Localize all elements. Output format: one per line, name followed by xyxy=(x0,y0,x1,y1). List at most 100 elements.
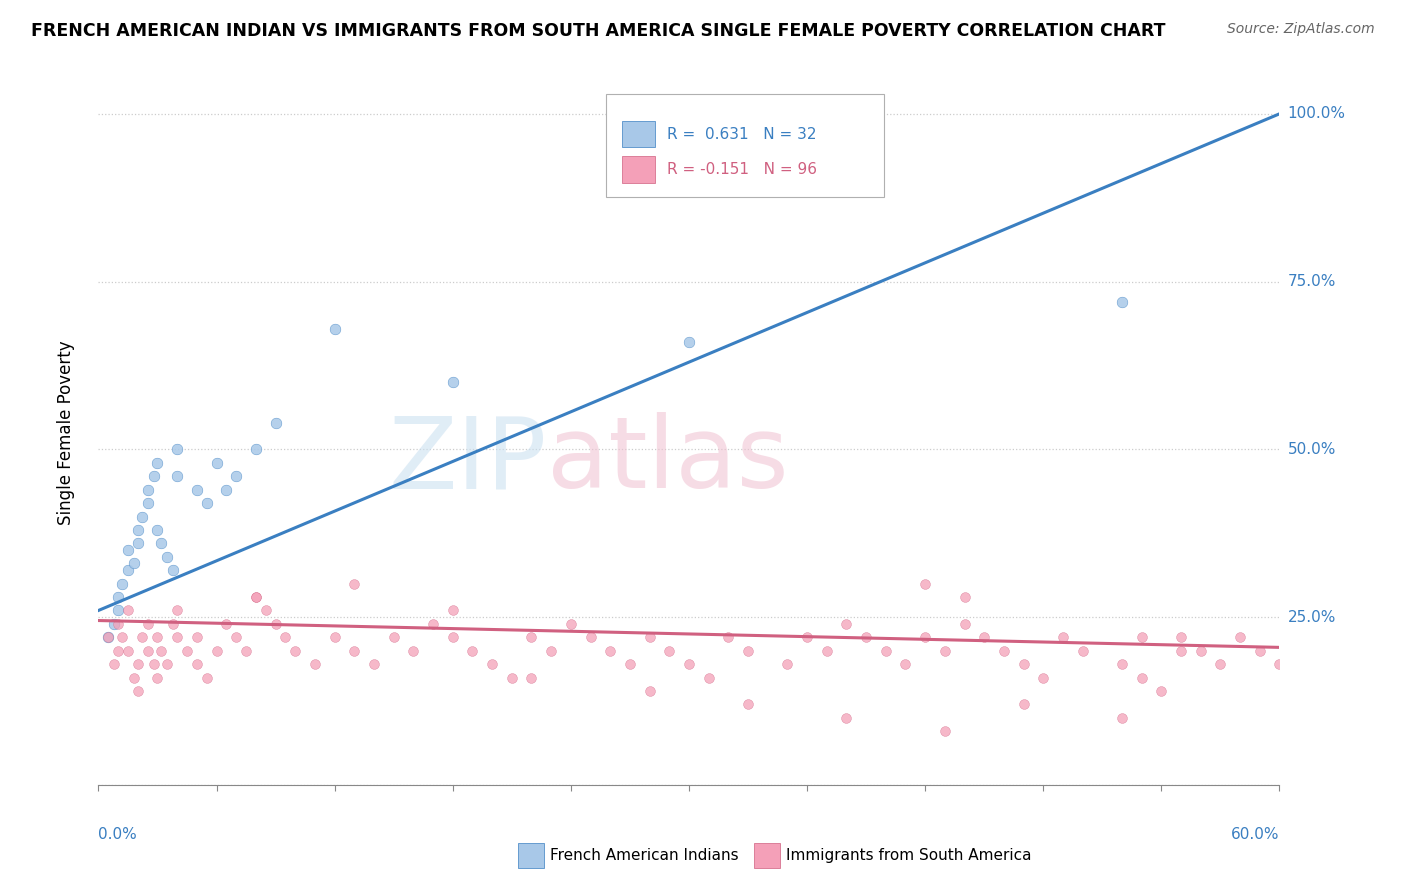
Point xyxy=(136,644,159,658)
Point xyxy=(1012,698,1035,712)
Point xyxy=(815,644,838,658)
Bar xyxy=(621,120,655,147)
Point xyxy=(323,321,346,335)
Point xyxy=(1130,671,1153,685)
Point xyxy=(166,603,188,617)
Bar xyxy=(621,156,655,183)
Point xyxy=(235,644,257,658)
Point xyxy=(146,523,169,537)
Point xyxy=(1268,657,1291,672)
Point xyxy=(835,711,858,725)
Point xyxy=(678,334,700,349)
Point xyxy=(131,509,153,524)
Point xyxy=(1052,630,1074,644)
Point xyxy=(225,469,247,483)
Point xyxy=(136,483,159,497)
Point xyxy=(245,442,267,457)
Point xyxy=(835,616,858,631)
Point xyxy=(1170,644,1192,658)
Point xyxy=(111,630,134,644)
Point xyxy=(441,630,464,644)
Point xyxy=(166,442,188,457)
Point xyxy=(914,576,936,591)
Point xyxy=(284,644,307,658)
Point xyxy=(441,376,464,390)
Point xyxy=(127,536,149,550)
Point xyxy=(304,657,326,672)
Text: Immigrants from South America: Immigrants from South America xyxy=(786,848,1031,863)
Point xyxy=(1249,644,1271,658)
Point xyxy=(540,644,562,658)
Point xyxy=(107,644,129,658)
Point xyxy=(186,483,208,497)
Point xyxy=(166,630,188,644)
Point xyxy=(776,657,799,672)
Point xyxy=(343,576,366,591)
Text: 60.0%: 60.0% xyxy=(1232,827,1279,842)
Point xyxy=(599,644,621,658)
Point xyxy=(363,657,385,672)
Point xyxy=(274,630,297,644)
Text: Source: ZipAtlas.com: Source: ZipAtlas.com xyxy=(1227,22,1375,37)
Point xyxy=(501,671,523,685)
Point xyxy=(146,456,169,470)
Text: 25.0%: 25.0% xyxy=(1288,609,1336,624)
Point xyxy=(579,630,602,644)
Point xyxy=(186,657,208,672)
Point xyxy=(176,644,198,658)
Point xyxy=(103,657,125,672)
Point xyxy=(117,563,139,577)
Point xyxy=(441,603,464,617)
Point xyxy=(461,644,484,658)
Y-axis label: Single Female Poverty: Single Female Poverty xyxy=(56,341,75,524)
Point xyxy=(520,671,543,685)
Point xyxy=(117,543,139,558)
Point xyxy=(1111,711,1133,725)
Point xyxy=(658,644,681,658)
Point xyxy=(875,644,897,658)
Text: FRENCH AMERICAN INDIAN VS IMMIGRANTS FROM SOUTH AMERICA SINGLE FEMALE POVERTY CO: FRENCH AMERICAN INDIAN VS IMMIGRANTS FRO… xyxy=(31,22,1166,40)
Text: 100.0%: 100.0% xyxy=(1288,106,1346,121)
Point xyxy=(122,557,145,571)
Point xyxy=(103,616,125,631)
Point xyxy=(323,630,346,644)
Text: 0.0%: 0.0% xyxy=(98,827,138,842)
Point xyxy=(1071,644,1094,658)
Point xyxy=(796,630,818,644)
Point xyxy=(142,469,165,483)
Point xyxy=(156,549,179,564)
Point xyxy=(195,496,218,510)
Point xyxy=(127,523,149,537)
Point xyxy=(131,630,153,644)
Point xyxy=(136,616,159,631)
Point xyxy=(619,657,641,672)
Point xyxy=(97,630,120,644)
Point xyxy=(1229,630,1251,644)
Point xyxy=(111,576,134,591)
Point xyxy=(934,644,956,658)
Point xyxy=(953,616,976,631)
Point xyxy=(1189,644,1212,658)
Point xyxy=(127,684,149,698)
Point xyxy=(1130,630,1153,644)
Point xyxy=(855,630,877,644)
Point xyxy=(245,590,267,604)
Text: R =  0.631   N = 32: R = 0.631 N = 32 xyxy=(666,127,815,142)
Point xyxy=(117,644,139,658)
Point xyxy=(142,657,165,672)
Point xyxy=(166,469,188,483)
Point xyxy=(225,630,247,644)
Point xyxy=(697,671,720,685)
Point xyxy=(638,630,661,644)
Point xyxy=(122,671,145,685)
Point xyxy=(422,616,444,631)
Point xyxy=(107,590,129,604)
Text: atlas: atlas xyxy=(547,412,789,509)
Point xyxy=(953,590,976,604)
Point xyxy=(973,630,995,644)
Point xyxy=(1111,294,1133,309)
Point xyxy=(245,590,267,604)
Point xyxy=(737,698,759,712)
Point xyxy=(1170,630,1192,644)
Point xyxy=(678,657,700,672)
